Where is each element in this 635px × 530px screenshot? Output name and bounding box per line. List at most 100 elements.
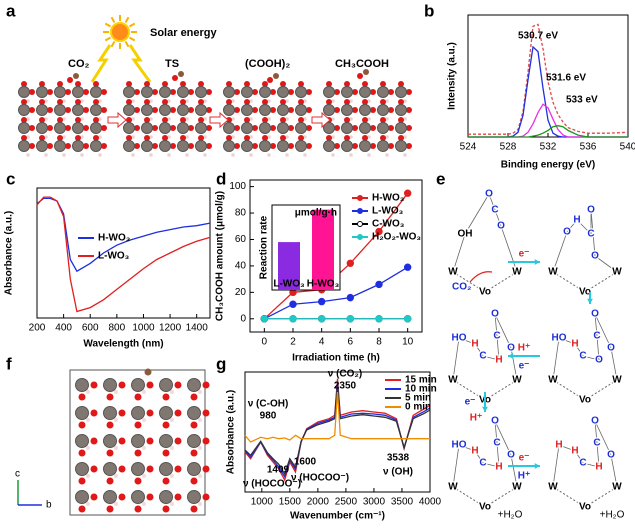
- w-atom: [195, 122, 207, 134]
- w-atom: [72, 122, 84, 134]
- w-atom: [103, 490, 117, 504]
- h-atom: [203, 153, 207, 157]
- o-atom: [252, 89, 258, 95]
- o-atom: [288, 89, 294, 95]
- point: [403, 263, 412, 271]
- o-atom: [144, 135, 150, 141]
- o-atom: [388, 125, 394, 131]
- h-atom: [98, 153, 102, 157]
- o-atom: [47, 143, 53, 149]
- h-atom: [267, 99, 271, 103]
- h-atom: [26, 135, 30, 139]
- point: [403, 189, 412, 197]
- atom-label: HO: [452, 333, 467, 344]
- o-atom: [202, 409, 210, 417]
- atom-label: W: [512, 375, 522, 386]
- o-atom: [118, 465, 126, 473]
- w-atom: [72, 140, 84, 152]
- w-atom: [277, 104, 289, 116]
- w-atom: [187, 434, 201, 448]
- annotation: 533 eV: [566, 95, 598, 106]
- bond: [558, 444, 576, 452]
- o-atom: [29, 125, 35, 131]
- o-atom: [280, 99, 286, 105]
- x-tick-label: 2: [290, 337, 296, 348]
- x-tick-label: 4: [319, 337, 325, 348]
- atom-label: O: [607, 450, 615, 461]
- w-atom: [377, 140, 389, 152]
- h-atom: [170, 390, 174, 394]
- bar-label: H-WO₃: [307, 279, 340, 290]
- w-atom: [103, 462, 117, 476]
- o-atom: [226, 135, 232, 141]
- o-atom: [65, 143, 71, 149]
- w-atom: [75, 434, 89, 448]
- w-atom: [75, 462, 89, 476]
- arrow-head: [534, 259, 540, 265]
- h-atom: [267, 117, 271, 121]
- bond: [594, 313, 598, 337]
- h-atom: [231, 135, 235, 139]
- point: [375, 280, 383, 289]
- bar: [312, 209, 334, 290]
- w-atom: [159, 490, 173, 504]
- h-atom: [385, 99, 389, 103]
- o-atom: [39, 135, 45, 141]
- h-atom: [285, 117, 289, 121]
- o-atom: [174, 381, 182, 389]
- o-atom: [174, 493, 182, 501]
- h-atom: [385, 117, 389, 121]
- o-atom: [101, 143, 107, 149]
- o-atom: [298, 99, 304, 105]
- o-atom: [226, 81, 232, 87]
- point: [289, 300, 297, 308]
- sun-ray: [124, 16, 130, 23]
- bond: [452, 444, 460, 488]
- w-atom: [295, 104, 307, 116]
- o-atom: [288, 107, 294, 113]
- h-atom: [303, 153, 307, 157]
- legend-label: 10 min: [405, 384, 437, 395]
- sun-ray: [129, 36, 136, 42]
- legend-label: H-WO₃: [98, 233, 131, 244]
- series-line: [36, 196, 211, 313]
- o-atom: [202, 381, 210, 389]
- bond: [582, 355, 600, 361]
- bond: [610, 347, 618, 381]
- o-atom: [174, 437, 182, 445]
- o-atom: [306, 125, 312, 131]
- o-atom: [75, 81, 81, 87]
- o-atom: [90, 437, 98, 445]
- x-tick-label: 1400: [186, 323, 209, 334]
- o-atom: [388, 107, 394, 113]
- atom-label: H: [555, 440, 562, 451]
- w-atom: [18, 104, 30, 116]
- h-atom: [131, 153, 135, 157]
- w-atom: [359, 104, 371, 116]
- atom-label: H: [471, 446, 478, 457]
- h-atom: [167, 99, 171, 103]
- w-atom: [223, 140, 235, 152]
- o-atom: [47, 89, 53, 95]
- atom-label: W: [548, 375, 558, 386]
- step-arrow: [107, 111, 127, 129]
- w-atom: [277, 86, 289, 98]
- h-atom: [98, 117, 102, 121]
- o-atom: [57, 81, 63, 87]
- point: [403, 315, 412, 323]
- plot-frame: [36, 187, 211, 319]
- o-atom: [21, 99, 27, 105]
- w-atom: [341, 104, 353, 116]
- w-atom: [323, 86, 335, 98]
- bond: [458, 444, 476, 452]
- h-atom: [367, 153, 371, 157]
- o-atom: [398, 99, 404, 105]
- atom-label: HO: [452, 440, 467, 451]
- x-axis-label: Irradiation time (h): [292, 353, 380, 364]
- w-atom: [177, 140, 189, 152]
- o-atom: [406, 89, 412, 95]
- x-tick-label: 600: [82, 323, 99, 334]
- h-atom: [198, 418, 202, 422]
- w-atom: [159, 86, 171, 98]
- y-tick-label: 20: [235, 287, 247, 298]
